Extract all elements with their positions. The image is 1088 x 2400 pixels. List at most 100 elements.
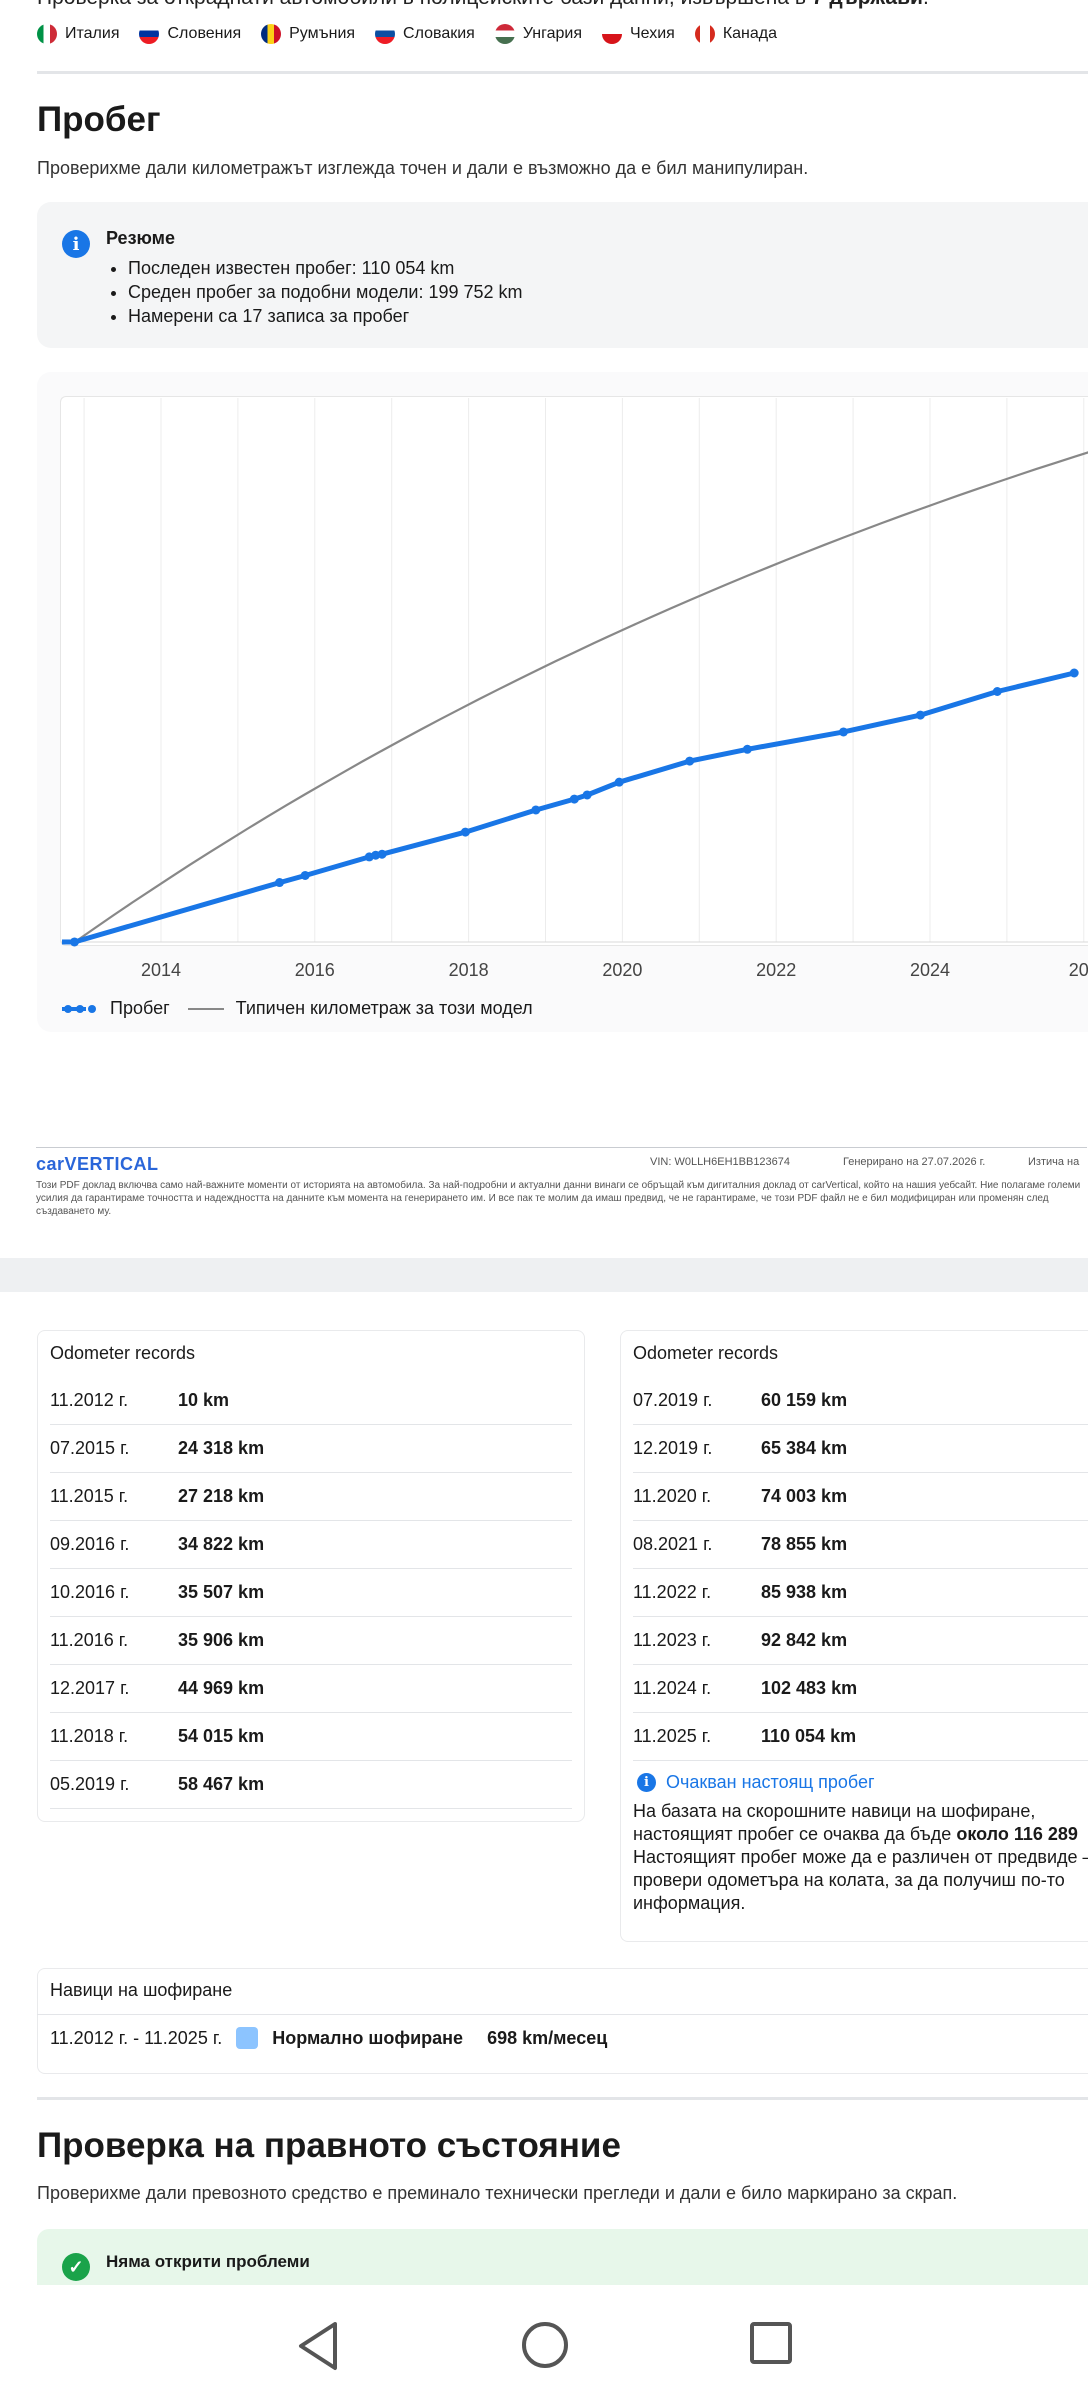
odometer-value: 102 483 km: [761, 1678, 858, 1698]
odometer-date: 11.2024 г.: [633, 1678, 712, 1698]
country-italy: Италия: [37, 24, 119, 44]
odometer-date: 11.2022 г.: [633, 1582, 712, 1602]
odometer-row: 11.2022 г. 85 938 km: [633, 1569, 1088, 1617]
back-button[interactable]: [295, 2320, 341, 2372]
mileage-point: [300, 870, 310, 880]
odometer-value: 65 384 km: [761, 1438, 848, 1458]
odometer-date: 11.2025 г.: [633, 1726, 712, 1746]
odometer-date: 11.2016 г.: [50, 1630, 129, 1650]
x-tick-label: 2022: [756, 960, 796, 980]
odometer-value: 35 906 km: [178, 1630, 265, 1650]
x-tick-label: 2016: [295, 960, 335, 980]
mileage-title: Пробег: [37, 100, 161, 139]
typical-legend-marker: [187, 1007, 224, 1010]
canada-flag-icon: [694, 24, 715, 44]
summary-box: [37, 202, 1088, 348]
odometer-value: 27 218 km: [178, 1486, 265, 1506]
odometer-date: 11.2023 г.: [633, 1630, 712, 1650]
odometer-date: 07.2015 г.: [50, 1438, 130, 1458]
odometer-row: 11.2018 г. 54 015 km: [50, 1713, 572, 1761]
check-icon: ✓: [62, 2253, 90, 2281]
driving-habits-divider: [37, 2014, 1088, 2015]
odometer-row: 07.2019 г. 60 159 km: [633, 1377, 1088, 1425]
expected-mileage-title: i Очакван настоящ пробег: [637, 1772, 875, 1793]
mileage-point: [460, 827, 470, 837]
slovakia-flag-icon: [375, 24, 396, 44]
x-tick-label: 2024: [910, 960, 950, 980]
odometer-date: 07.2019 г.: [633, 1390, 713, 1410]
odometer-row: 05.2019 г. 58 467 km: [50, 1761, 572, 1809]
country-czechia: Чехия: [602, 24, 675, 44]
recents-button[interactable]: [749, 2321, 793, 2365]
summary-item: Среден пробег за подобни модели: 199 752…: [128, 280, 523, 304]
italy-flag-icon: [37, 24, 57, 44]
footer-divider: [36, 1147, 1087, 1148]
mileage-chart: 2014 2016 2018 2020 2022 2024 202: [61, 398, 1088, 980]
odometer-row: 12.2019 г. 65 384 km: [633, 1425, 1088, 1473]
mileage-point: [992, 687, 1002, 697]
legend-mileage-label: Пробег: [110, 998, 170, 1018]
odometer-title-left: Odometer records: [50, 1343, 196, 1363]
footer-disclaimer: Този PDF доклад включва само най-важните…: [36, 1180, 1081, 1217]
odometer-value: 92 842 km: [761, 1630, 848, 1650]
footer-vin: VIN: W0LLH6EH1BB123674: [650, 1156, 791, 1168]
country-romania: Румъния: [261, 24, 355, 44]
x-tick-label: 202: [1069, 960, 1088, 980]
legal-status-box: [37, 2229, 1088, 2285]
x-tick-label: 2014: [141, 960, 181, 980]
odometer-title-right: Odometer records: [633, 1343, 779, 1363]
typical-mileage-line: [74, 451, 1088, 943]
mileage-chart-area: [60, 396, 1088, 946]
odometer-records-left: [37, 1330, 585, 1822]
odometer-date: 10.2016 г.: [50, 1582, 130, 1602]
odometer-value: 24 318 km: [178, 1438, 265, 1458]
mileage-point: [582, 790, 592, 800]
odometer-value: 44 969 km: [178, 1678, 265, 1698]
x-tick-label: 2020: [602, 960, 642, 980]
driving-habits-row: 11.2012 г. - 11.2025 г. Нормално шофиран…: [50, 2027, 607, 2049]
odometer-date: 11.2012 г.: [50, 1390, 129, 1410]
mileage-point: [838, 727, 848, 737]
odometer-value: 58 467 km: [178, 1774, 265, 1794]
country-flags: Италия Словения Румъния Словакия Унгария…: [37, 24, 777, 44]
odometer-date: 05.2019 г.: [50, 1774, 130, 1794]
chart-legend: Пробег Типичен километраж за този модел: [60, 998, 533, 1019]
country-slovakia: Словакия: [375, 24, 475, 44]
driving-habits-title: Навици на шофиране: [50, 1980, 233, 2000]
info-icon: i: [637, 1773, 656, 1792]
legend-typical-label: Типичен километраж за този модел: [235, 998, 533, 1018]
odometer-value: 34 822 km: [178, 1534, 265, 1554]
mileage-legend-marker: [62, 1004, 96, 1013]
odometer-row: 10.2016 г. 35 507 km: [50, 1569, 572, 1617]
legal-subtitle: Проверихме дали превозното средство е пр…: [37, 2183, 958, 2203]
odometer-value: 74 003 km: [761, 1486, 848, 1506]
mileage-point: [685, 756, 695, 766]
odometer-date: 09.2016 г.: [50, 1534, 130, 1554]
odometer-value: 54 015 km: [178, 1726, 265, 1746]
odometer-date: 08.2021 г.: [633, 1534, 713, 1554]
driving-period: 11.2012 г. - 11.2025 г.: [50, 2027, 223, 2048]
footer-generated: Генериранo на 27.07.2026 г.: [843, 1156, 986, 1168]
mileage-point: [1069, 668, 1079, 678]
summary-title: Резюме: [106, 228, 175, 248]
odometer-date: 11.2018 г.: [50, 1726, 129, 1746]
mileage-point: [69, 937, 79, 947]
summary-item: Последен известен пробег: 110 054 km: [128, 256, 523, 280]
mileage-point: [742, 744, 752, 754]
odometer-value: 110 054 km: [761, 1726, 857, 1746]
mileage-subtitle: Проверихме дали километражът изглежда то…: [37, 158, 809, 178]
odometer-date: 11.2015 г.: [50, 1486, 129, 1506]
country-canada: Канада: [694, 24, 777, 44]
odometer-row: 11.2025 г. 110 054 km: [633, 1713, 1088, 1761]
slovenia-flag-icon: [139, 24, 160, 44]
odometer-row: 11.2024 г. 102 483 km: [633, 1665, 1088, 1713]
odometer-value: 85 938 km: [761, 1582, 848, 1602]
mileage-point: [614, 777, 624, 787]
odometer-row: 11.2015 г. 27 218 km: [50, 1473, 572, 1521]
home-button[interactable]: [520, 2320, 570, 2370]
odometer-date: 11.2020 г.: [633, 1486, 712, 1506]
odometer-row: 07.2015 г. 24 318 km: [50, 1425, 572, 1473]
mileage-point: [915, 710, 925, 720]
odometer-row: 11.2023 г. 92 842 km: [633, 1617, 1088, 1665]
odometer-row: 09.2016 г. 34 822 km: [50, 1521, 572, 1569]
